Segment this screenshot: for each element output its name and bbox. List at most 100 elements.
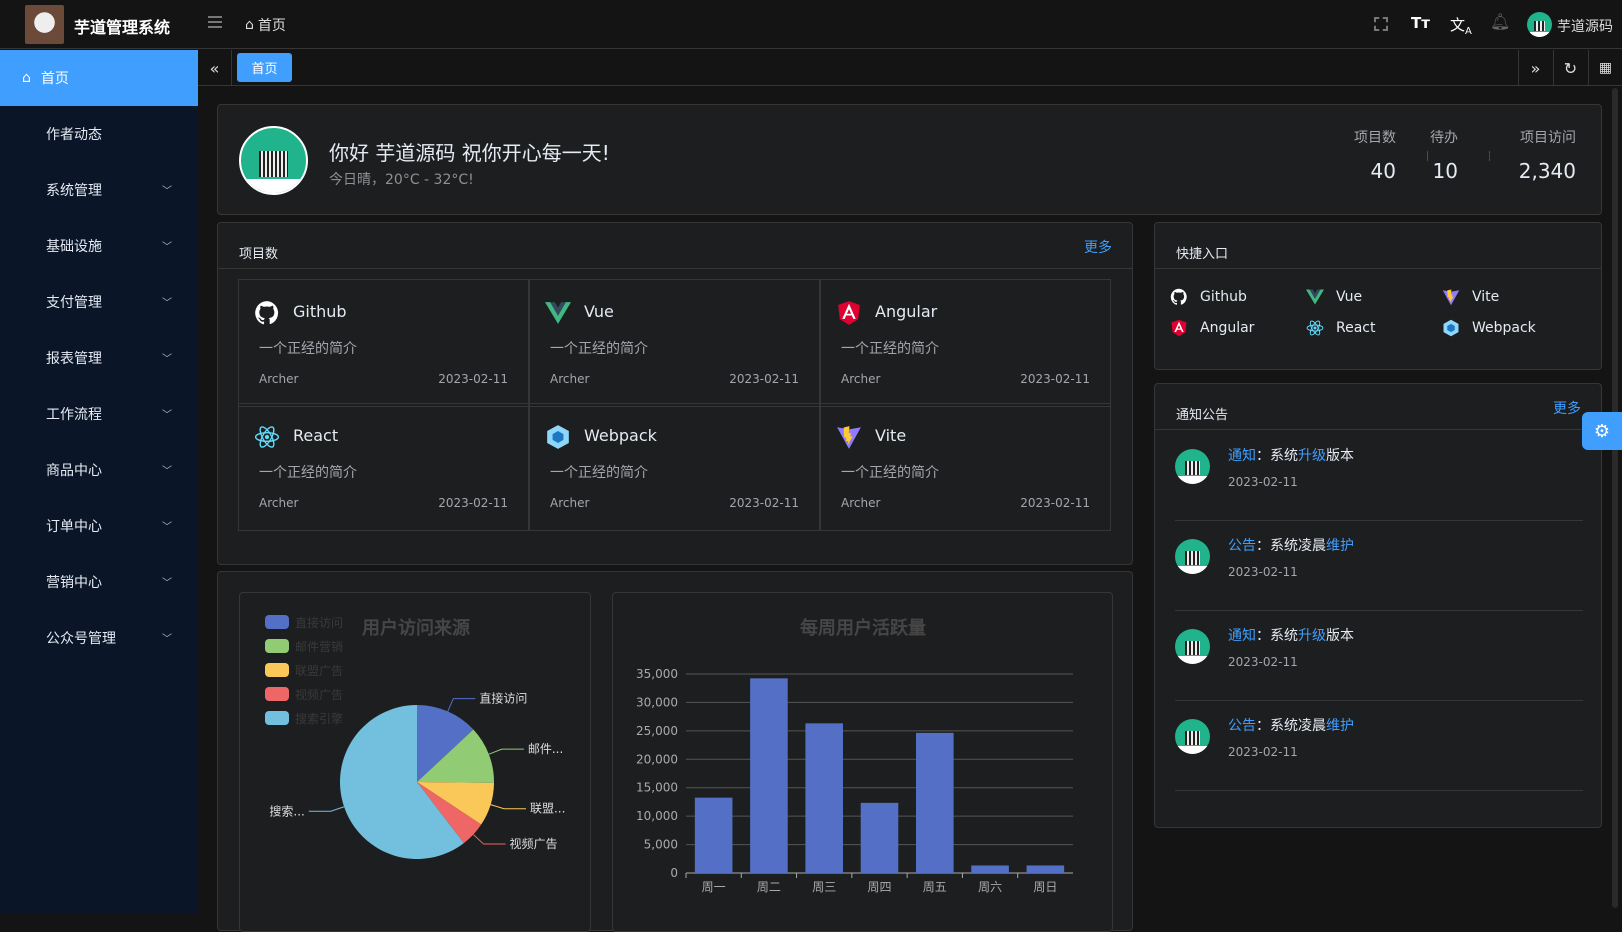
quick-entry-label: Webpack xyxy=(1472,320,1536,336)
bar xyxy=(971,865,1009,873)
notice-item[interactable]: 公告：系统凌晨维护 2023-02-11 xyxy=(1175,701,1583,791)
quick-entry-item[interactable]: React xyxy=(1306,319,1375,337)
quick-entry-label: Angular xyxy=(1200,320,1255,336)
projects-more-link[interactable]: 更多 xyxy=(1084,240,1112,256)
label-line xyxy=(472,834,506,845)
chevron-down-icon: ﹀ xyxy=(162,634,172,645)
webpack-icon xyxy=(545,424,571,450)
breadcrumb[interactable]: ⌂ 首页 xyxy=(245,15,286,35)
bar-chart: 每周用户活跃量 0 5,000 10,000 15,000 20,000 25,000 30,… xyxy=(636,617,1073,894)
notice-item[interactable]: 通知：系统升级版本 2023-02-11 xyxy=(1175,611,1583,701)
project-author: Archer xyxy=(259,372,299,386)
sidebar-item-label: 基础设施 xyxy=(46,239,102,255)
stat-value: 2,340 xyxy=(1518,159,1576,183)
bar xyxy=(1026,865,1065,873)
breadcrumb-item: 首页 xyxy=(257,18,286,34)
project-item[interactable]: Angular 一个正经的简介 Archer 2023-02-11 xyxy=(820,279,1111,407)
quick-entry-item[interactable]: Github xyxy=(1170,288,1247,306)
notices-title: 通知公告 xyxy=(1176,408,1229,423)
notice-text: 升级 xyxy=(1298,628,1326,644)
scrollbar[interactable] xyxy=(1612,88,1618,908)
notice-type[interactable]: 公告 xyxy=(1228,718,1256,734)
quick-entry-item[interactable]: Angular xyxy=(1170,319,1254,337)
divider xyxy=(218,268,1132,269)
divider xyxy=(1155,429,1601,430)
webpack-icon xyxy=(1442,319,1460,337)
user-name[interactable]: 芋道源码 xyxy=(1557,19,1613,35)
bar-chart-panel: 每周用户活跃量 0 5,000 10,000 15,000 20,000 25,000 30,… xyxy=(612,592,1113,932)
github-icon xyxy=(1170,288,1188,306)
notice-item[interactable]: 通知：系统升级版本 2023-02-11 xyxy=(1175,431,1583,521)
quick-entry-item[interactable]: Vite xyxy=(1442,288,1499,306)
pie-slice xyxy=(417,705,474,782)
divider xyxy=(1155,268,1601,269)
fullscreen-icon[interactable] xyxy=(1374,17,1388,31)
translate-icon[interactable]: 文A xyxy=(1450,16,1472,37)
chevron-down-icon: ﹀ xyxy=(162,354,172,365)
chart-title: 用户访问来源 xyxy=(362,617,470,639)
sidebar-item[interactable]: 公众号管理 ﹀ xyxy=(0,610,198,666)
legend-label: 搜索引擎 xyxy=(295,711,343,726)
project-author: Archer xyxy=(841,372,881,386)
quick-entry-item[interactable]: Vue xyxy=(1306,288,1362,306)
font-size-icon[interactable]: Tт xyxy=(1411,14,1430,32)
sidebar-item[interactable]: 系统管理 ﹀ xyxy=(0,162,198,218)
notice-type[interactable]: 通知 xyxy=(1228,448,1256,464)
menu-fold-icon[interactable] xyxy=(208,16,222,28)
stat-item: 项目数 40 xyxy=(1354,127,1396,183)
sidebar-item[interactable]: 订单中心 ﹀ xyxy=(0,498,198,554)
tabs-menu-button[interactable]: ▦ xyxy=(1588,50,1622,86)
notice-separator: ： xyxy=(1256,628,1270,644)
quick-entry-label: Github xyxy=(1200,289,1247,305)
sidebar-item[interactable]: 作者动态 xyxy=(0,106,198,162)
charts-card: 用户访问来源 直接访问 邮件营销 联盟广告 视频广告 搜索引擎 直接访问 邮件... 联盟...… xyxy=(217,571,1133,932)
settings-button[interactable]: ⚙ xyxy=(1582,412,1622,450)
notice-text: 版本 xyxy=(1326,448,1354,464)
sidebar-item-label: 系统管理 xyxy=(46,183,102,199)
projects-title: 项目数 xyxy=(239,247,279,262)
scroll-left-button[interactable]: « xyxy=(198,50,232,86)
stat-item: 项目访问 2,340 xyxy=(1519,127,1576,183)
sidebar-item[interactable]: 商品中心 ﹀ xyxy=(0,442,198,498)
refresh-button[interactable]: ↻ xyxy=(1553,50,1587,86)
tab-home[interactable]: 首页 xyxy=(237,53,292,82)
notice-avatar xyxy=(1175,449,1210,484)
sidebar-item[interactable]: ⌂ 首页 xyxy=(0,50,198,106)
project-item[interactable]: Github 一个正经的简介 Archer 2023-02-11 xyxy=(238,279,529,407)
bar xyxy=(694,797,733,873)
project-item[interactable]: Vite 一个正经的简介 Archer 2023-02-11 xyxy=(820,403,1111,531)
x-tick-label: 周四 xyxy=(867,880,891,894)
project-item[interactable]: Vue 一个正经的简介 Archer 2023-02-11 xyxy=(529,279,820,407)
bar xyxy=(750,678,788,873)
project-date: 2023-02-11 xyxy=(729,372,799,386)
quick-entry-item[interactable]: Webpack xyxy=(1442,319,1536,337)
label-line xyxy=(488,748,524,755)
project-desc: 一个正经的简介 xyxy=(259,465,357,481)
sidebar-item[interactable]: 支付管理 ﹀ xyxy=(0,274,198,330)
sidebar-item[interactable]: 基础设施 ﹀ xyxy=(0,218,198,274)
notice-type[interactable]: 公告 xyxy=(1228,538,1256,554)
chevron-down-icon: ﹀ xyxy=(162,242,172,253)
scroll-right-button[interactable]: » xyxy=(1518,50,1552,86)
slice-label: 邮件... xyxy=(528,742,563,756)
notices-more-link[interactable]: 更多 xyxy=(1553,401,1581,417)
project-item[interactable]: Webpack 一个正经的简介 Archer 2023-02-11 xyxy=(529,403,820,531)
notice-item[interactable]: 公告：系统凌晨维护 2023-02-11 xyxy=(1175,521,1583,611)
sidebar-item[interactable]: 报表管理 ﹀ xyxy=(0,330,198,386)
pie-slice xyxy=(417,782,482,844)
notice-date: 2023-02-11 xyxy=(1228,565,1298,579)
stat-label: 项目访问 xyxy=(1520,130,1576,146)
user-avatar[interactable] xyxy=(1527,12,1552,37)
bell-icon[interactable]: 🔔︎ xyxy=(1490,12,1511,31)
sidebar-item[interactable]: 营销中心 ﹀ xyxy=(0,554,198,610)
stat-label: 项目数 xyxy=(1354,130,1396,146)
bar xyxy=(860,802,899,873)
chevron-down-icon: ﹀ xyxy=(162,298,172,309)
pie-slice xyxy=(417,729,494,783)
notice-type[interactable]: 通知 xyxy=(1228,628,1256,644)
sidebar-item-label: 订单中心 xyxy=(46,519,102,535)
sidebar-item[interactable]: 工作流程 ﹀ xyxy=(0,386,198,442)
project-item[interactable]: React 一个正经的简介 Archer 2023-02-11 xyxy=(238,403,529,531)
notice-text: 系统 xyxy=(1270,628,1298,644)
sidebar: ⌂ 首页 作者动态 系统管理 ﹀ 基础设施 ﹀ 支付管理 ﹀ 报表管理 ﹀ 工作流程 ﹀ 商品中心 ﹀ 订单中… xyxy=(0,50,198,914)
